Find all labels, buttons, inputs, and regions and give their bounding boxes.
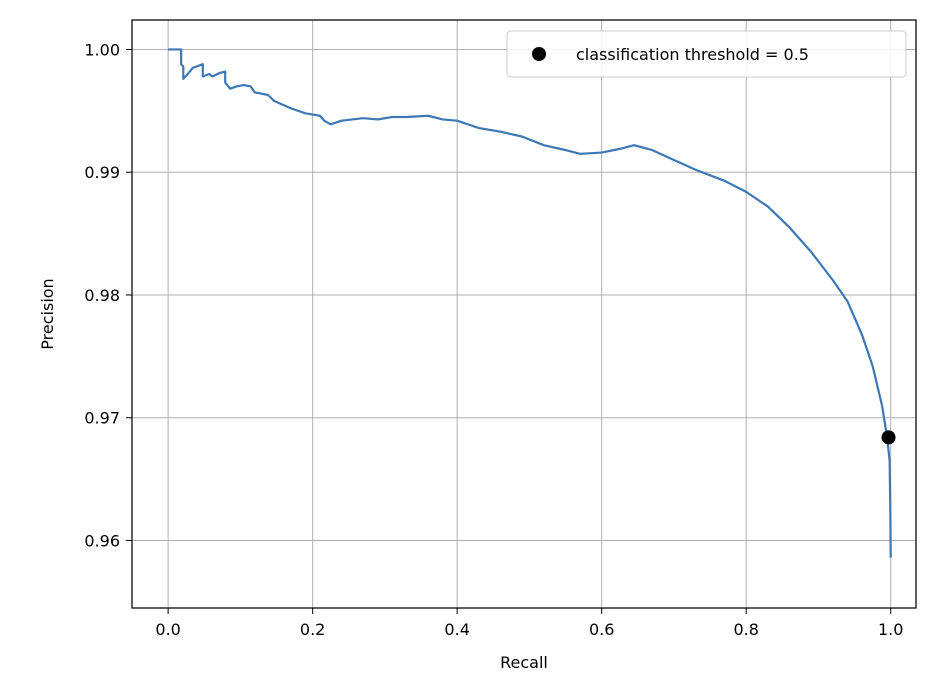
y-tick-label: 0.97: [84, 409, 120, 428]
legend: classification threshold = 0.5: [506, 30, 907, 78]
y-tick-label: 0.96: [84, 531, 120, 550]
x-axis: 0.0 0.2 0.4 0.6 0.8 1.0: [155, 608, 903, 639]
legend-label: classification threshold = 0.5: [576, 45, 809, 64]
axes-frame: [131, 19, 917, 609]
x-tick-label: 0.2: [300, 620, 325, 639]
pr-curve-line: [168, 48, 892, 558]
x-tick-label: 0.8: [733, 620, 758, 639]
x-tick-label: 0.6: [589, 620, 614, 639]
y-tick-label: 1.00: [84, 40, 120, 59]
grid: [132, 20, 916, 608]
x-tick-label: 0.0: [155, 620, 180, 639]
legend-box: [506, 30, 907, 78]
y-tick-label: 0.99: [84, 163, 120, 182]
y-axis: 0.96 0.97 0.98 0.99 1.00: [84, 40, 132, 550]
x-tick-label: 0.4: [444, 620, 469, 639]
plot-area: [168, 48, 896, 558]
legend-marker-icon: [532, 47, 546, 61]
x-tick-label: 1.0: [878, 620, 903, 639]
y-axis-label: Precision: [38, 278, 57, 349]
threshold-marker: [881, 430, 896, 445]
x-axis-label: Recall: [500, 653, 548, 672]
y-tick-label: 0.98: [84, 286, 120, 305]
